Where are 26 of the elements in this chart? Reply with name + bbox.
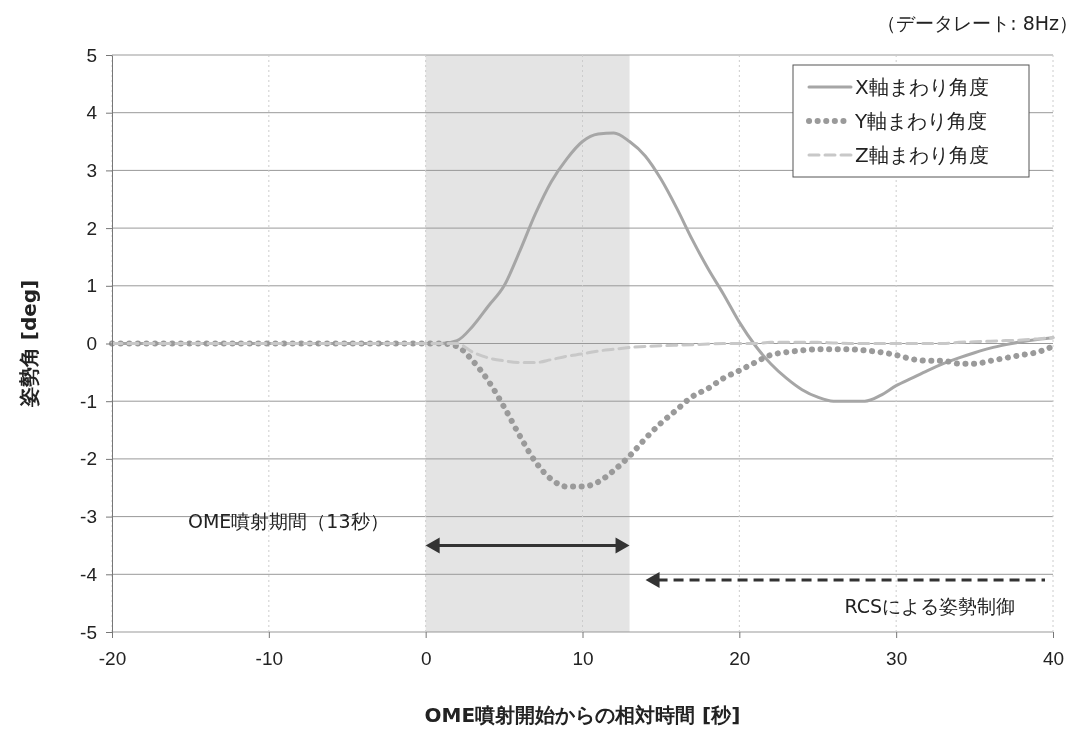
legend-label: Z軸まわり角度 — [855, 143, 989, 167]
x-tick-label: 20 — [729, 648, 751, 670]
y-tick-label: -4 — [80, 563, 98, 585]
y-tick-label: -3 — [80, 506, 97, 528]
x-tick-label: 10 — [572, 648, 594, 670]
x-tick-label: 30 — [886, 648, 908, 670]
x-tick-label: -20 — [98, 648, 127, 670]
x-axis-title: OME噴射開始からの相対時間 [秒] — [424, 703, 741, 727]
y-axis-title: 姿勢角 [deg] — [17, 279, 41, 409]
annotation: OME噴射期間（13秒） — [188, 510, 389, 532]
y-tick-label: 4 — [86, 102, 98, 124]
x-tick-label: 40 — [1042, 648, 1065, 670]
legend-label: Y軸まわり角度 — [854, 109, 988, 133]
text: （データレート: 8Hz） — [877, 12, 1078, 34]
x-tick-label: 0 — [420, 648, 432, 670]
y-tick-label: 2 — [86, 217, 97, 239]
y-tick-label: 1 — [86, 275, 97, 297]
x-tick-label: -10 — [255, 648, 284, 670]
legend-label: X軸まわり角度 — [855, 75, 989, 99]
y-tick-label: -5 — [80, 621, 97, 643]
y-tick-label: 3 — [86, 159, 97, 181]
y-tick-label: -2 — [80, 448, 97, 470]
annotation: RCSによる姿勢制御 — [844, 595, 1015, 617]
y-tick-label: 5 — [86, 44, 97, 66]
y-tick-label: -1 — [80, 390, 97, 412]
y-tick-label: 0 — [86, 333, 97, 355]
